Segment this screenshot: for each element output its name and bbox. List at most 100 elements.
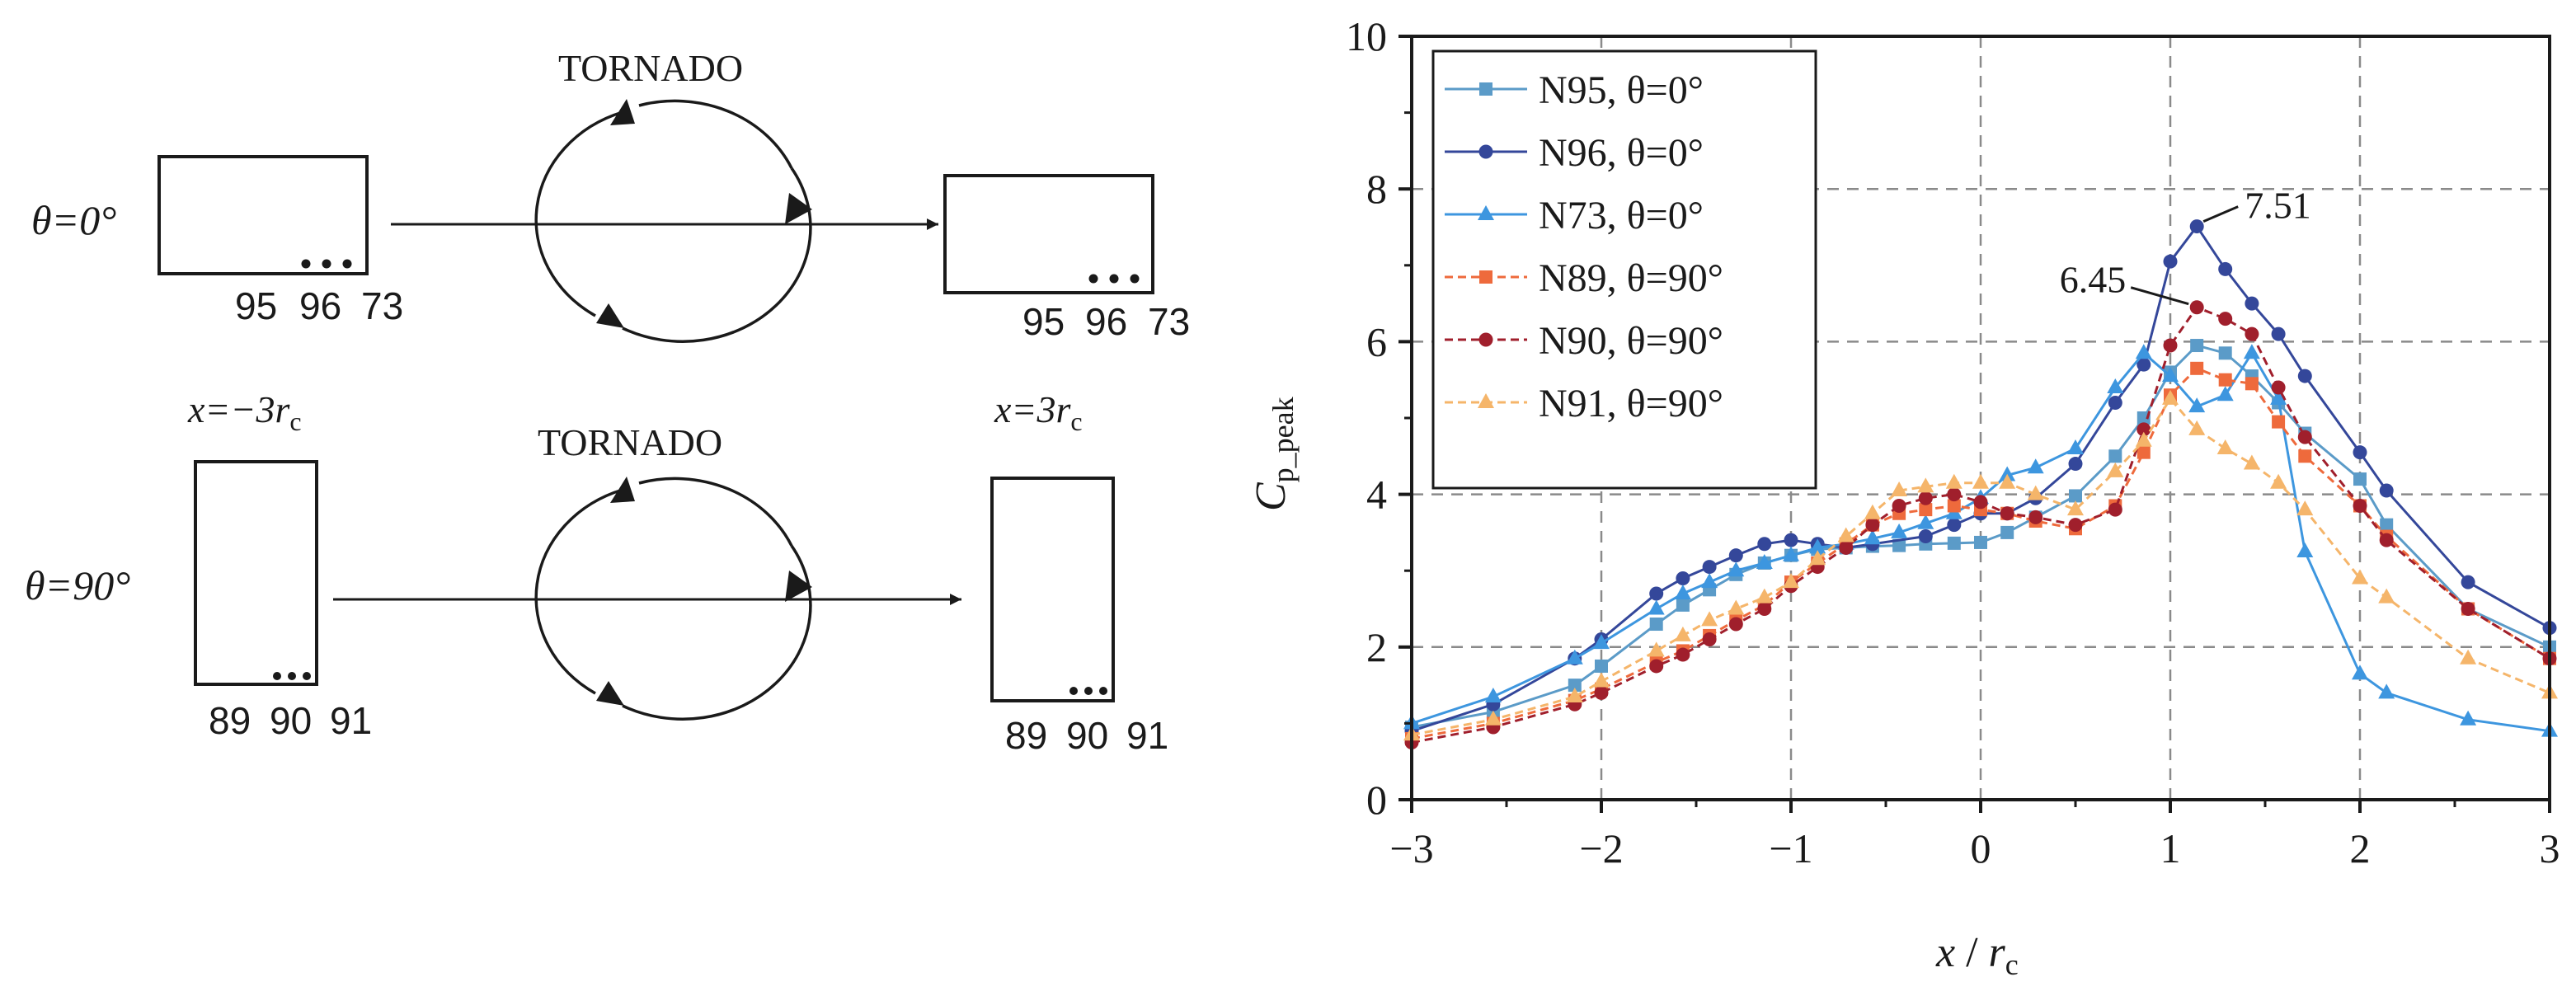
x-tick-label: 0 [1971,825,1991,871]
tap-label-96-start: 96 [299,284,341,327]
tap-label-91-end: 91 [1126,714,1168,757]
x-tick-label: 2 [2350,825,2371,871]
data-point [2135,431,2152,447]
legend-item: N73, θ=0° [1445,194,1704,237]
series-4 [1404,300,2557,750]
data-point [1918,491,1933,505]
data-point [1676,647,1690,662]
tornado-vortex-theta-0 [534,99,812,343]
tornado-diagram: θ=0° 95 96 73 TORNADO [25,47,1190,757]
data-point [1973,495,1988,510]
data-point [2190,361,2204,375]
data-point [1566,687,1583,702]
start-position-label: x=−3rc [187,388,302,436]
data-point [1649,618,1663,632]
data-point [1756,588,1773,604]
data-point [2352,569,2368,585]
data-point [2216,439,2234,455]
data-point [1674,626,1691,641]
data-point [1676,571,1690,585]
data-point [1891,481,1908,496]
data-point [1947,536,1961,550]
legend-marker [1478,332,1493,347]
legend-label: N90, θ=90° [1539,319,1723,363]
data-point [2135,344,2152,359]
data-point [2068,457,2083,472]
data-point [2163,338,2178,353]
data-point [2245,326,2259,341]
data-point [2245,377,2259,391]
data-point [1999,466,2016,481]
data-point [2000,506,2014,521]
data-point [1484,710,1502,726]
data-point [1917,514,1934,529]
data-point [1649,586,1664,601]
data-point [1891,523,1908,538]
data-point [2243,344,2260,359]
data-point [2067,500,2084,516]
data-point [1919,503,1933,517]
data-point [1757,602,1772,616]
data-point [1837,527,1854,542]
data-point [1728,599,1745,615]
y-tick-label: 0 [1366,777,1387,823]
data-point [2297,369,2312,383]
x-tick-label: −2 [1579,825,1623,871]
axis-ticks: −3 −2 −1 0 1 2 3 0 2 4 6 8 10 [1346,13,2560,871]
data-point [2353,445,2367,460]
legend-marker [1478,205,1494,220]
data-point [1593,672,1610,688]
data-point [2296,500,2314,516]
annotation-peak-n96: 7.51 [2245,185,2311,227]
x-tick-label: 1 [2160,825,2181,871]
legend-marker [1478,144,1493,159]
pressure-tap-dots-start-theta-0 [301,259,352,269]
tap-label-89-end: 89 [1005,714,1047,757]
data-point [2028,510,2043,524]
data-point [1918,529,1933,544]
data-point [1728,617,1743,632]
x-tick-label: 3 [2540,825,2560,871]
data-point [1701,573,1718,589]
data-point [1784,533,1798,547]
x-tick-label: −1 [1769,825,1812,871]
y-axis-label: Cp_peak [1248,397,1300,511]
pressure-tap-dots-end-theta-90 [1069,687,1107,695]
data-point [1945,473,1963,489]
data-point [1947,518,1962,533]
data-point [1593,634,1610,650]
data-point [2460,649,2477,665]
data-point [2067,439,2084,455]
data-point [2353,472,2367,486]
data-point [2460,710,2477,726]
legend-item: N96, θ=0° [1445,131,1704,175]
end-position-label: x=3rc [994,388,1083,436]
diagram-row-theta-0: θ=0° 95 96 73 TORNADO [31,47,1190,343]
data-point [2108,502,2122,517]
legend-item: N90, θ=90° [1445,319,1723,363]
data-point [2136,357,2151,372]
annotation-leader [2202,205,2239,223]
y-tick-label: 10 [1346,13,1387,59]
legend-marker [1479,82,1492,96]
data-point [2461,602,2475,616]
data-point [2461,575,2475,589]
vortex-arrowheads-theta-0 [596,99,812,328]
data-point [2243,454,2260,470]
data-point [1864,504,1881,519]
annotation-peak-n90: 6.45 [2060,259,2127,301]
data-point [2298,449,2312,463]
data-point [2190,339,2204,353]
data-point [2271,380,2286,395]
data-point [2378,683,2395,699]
data-point [2218,373,2232,387]
data-point [1702,632,1717,647]
pressure-tap-dots-end-theta-0 [1088,274,1140,284]
data-point [1568,679,1582,693]
data-point [2136,411,2151,425]
tap-label-73-end: 73 [1148,300,1190,343]
data-point [1756,553,1773,569]
data-point [2270,389,2287,405]
y-tick-label: 6 [1366,318,1387,364]
tap-label-96-end: 96 [1085,300,1127,343]
